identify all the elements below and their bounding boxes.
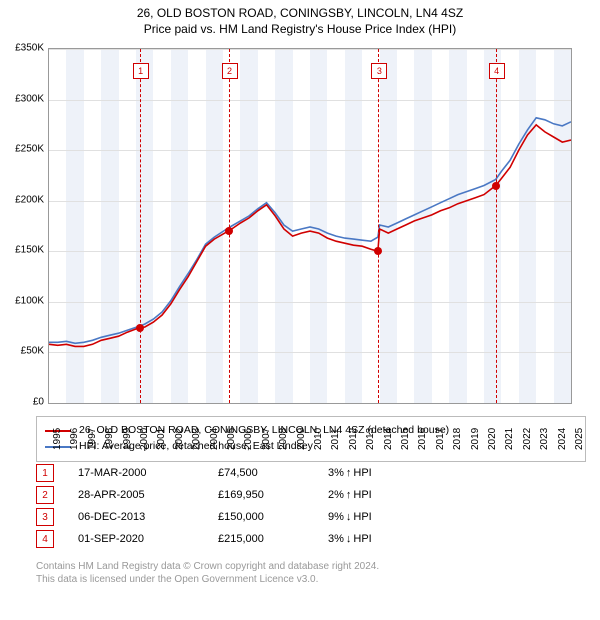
chart-lines-svg [49, 49, 571, 403]
title-line1: 26, OLD BOSTON ROAD, CONINGSBY, LINCOLN,… [10, 6, 590, 22]
sale-row-date: 17-MAR-2000 [78, 467, 218, 479]
sale-row-diff: 2% ↑ HPI [328, 489, 388, 501]
sale-row: 2 28-APR-2005£169,9502% ↑ HPI [36, 484, 388, 506]
x-axis-label: 2016 [417, 428, 428, 450]
sale-row: 1 17-MAR-2000£74,5003% ↑ HPI [36, 462, 388, 484]
diff-arrow-icon: ↑ [346, 489, 352, 501]
x-axis-label: 2011 [330, 428, 341, 450]
y-axis-label: £350K [2, 43, 44, 54]
x-axis-label: 2015 [400, 428, 411, 450]
hgrid-line [49, 403, 571, 404]
x-axis-label: 2012 [348, 428, 359, 450]
sale-row-price: £215,000 [218, 533, 328, 545]
x-axis-label: 1999 [122, 428, 133, 450]
sale-row-diff: 3% ↓ HPI [328, 533, 388, 545]
title-line2: Price paid vs. HM Land Registry's House … [10, 22, 590, 38]
sale-row-date: 06-DEC-2013 [78, 511, 218, 523]
x-axis-label: 2014 [383, 428, 394, 450]
sale-row-number: 1 [36, 464, 54, 482]
x-axis-label: 2017 [435, 428, 446, 450]
sale-marker-box: 3 [371, 63, 387, 79]
sale-row-number: 4 [36, 530, 54, 548]
y-axis-label: £0 [2, 397, 44, 408]
x-axis-label: 2004 [209, 428, 220, 450]
sale-marker-dot [136, 324, 144, 332]
y-axis-label: £50K [2, 346, 44, 357]
x-axis-label: 2001 [156, 428, 167, 450]
sale-row: 4 01-SEP-2020£215,0003% ↓ HPI [36, 528, 388, 550]
y-axis-label: £200K [2, 194, 44, 205]
sale-row: 3 06-DEC-2013£150,0009% ↓ HPI [36, 506, 388, 528]
diff-arrow-icon: ↓ [346, 533, 352, 545]
y-axis-label: £250K [2, 144, 44, 155]
x-axis-label: 2009 [296, 428, 307, 450]
x-axis-label: 1997 [87, 428, 98, 450]
sale-row-diff: 3% ↑ HPI [328, 467, 388, 479]
x-axis-label: 2008 [278, 428, 289, 450]
x-axis-label: 2021 [504, 428, 515, 450]
sale-marker-dot [225, 227, 233, 235]
x-axis-label: 2013 [365, 428, 376, 450]
sale-marker-box: 1 [133, 63, 149, 79]
series-line [49, 125, 571, 347]
sale-row-date: 28-APR-2005 [78, 489, 218, 501]
x-axis-label: 2018 [452, 428, 463, 450]
sale-marker-line [496, 49, 497, 403]
x-axis-label: 1995 [52, 428, 63, 450]
y-axis-label: £150K [2, 245, 44, 256]
chart-title-block: 26, OLD BOSTON ROAD, CONINGSBY, LINCOLN,… [0, 0, 600, 39]
sale-row-price: £74,500 [218, 467, 328, 479]
footer-line1: Contains HM Land Registry data © Crown c… [36, 560, 379, 573]
x-axis-label: 2022 [522, 428, 533, 450]
sale-row-date: 01-SEP-2020 [78, 533, 218, 545]
sale-marker-dot [492, 182, 500, 190]
x-axis-label: 1996 [69, 428, 80, 450]
x-axis-label: 2020 [487, 428, 498, 450]
x-axis-label: 2006 [243, 428, 254, 450]
x-axis-label: 2005 [226, 428, 237, 450]
x-axis-label: 2025 [574, 428, 585, 450]
sale-row-number: 2 [36, 486, 54, 504]
x-axis-label: 2003 [191, 428, 202, 450]
sale-marker-box: 4 [489, 63, 505, 79]
x-axis-label: 1998 [104, 428, 115, 450]
x-axis-label: 2002 [174, 428, 185, 450]
y-axis-label: £300K [2, 93, 44, 104]
sale-row-diff: 9% ↓ HPI [328, 511, 388, 523]
chart-plot-area: 1 2 3 4 [48, 48, 572, 404]
sale-marker-box: 2 [222, 63, 238, 79]
x-axis-label: 2019 [470, 428, 481, 450]
sale-row-number: 3 [36, 508, 54, 526]
sale-marker-line [378, 49, 379, 403]
sale-marker-line [229, 49, 230, 403]
x-axis-label: 2023 [539, 428, 550, 450]
x-axis-label: 2000 [139, 428, 150, 450]
sale-table: 117-MAR-2000£74,5003% ↑ HPI228-APR-2005£… [36, 462, 388, 550]
footer-block: Contains HM Land Registry data © Crown c… [36, 560, 379, 586]
sale-marker-line [140, 49, 141, 403]
diff-arrow-icon: ↓ [346, 511, 352, 523]
sale-row-price: £169,950 [218, 489, 328, 501]
x-axis-label: 2010 [313, 428, 324, 450]
sale-row-price: £150,000 [218, 511, 328, 523]
footer-line2: This data is licensed under the Open Gov… [36, 573, 379, 586]
x-axis-label: 2024 [557, 428, 568, 450]
y-axis-label: £100K [2, 295, 44, 306]
x-axis-label: 2007 [261, 428, 272, 450]
diff-arrow-icon: ↑ [346, 467, 352, 479]
